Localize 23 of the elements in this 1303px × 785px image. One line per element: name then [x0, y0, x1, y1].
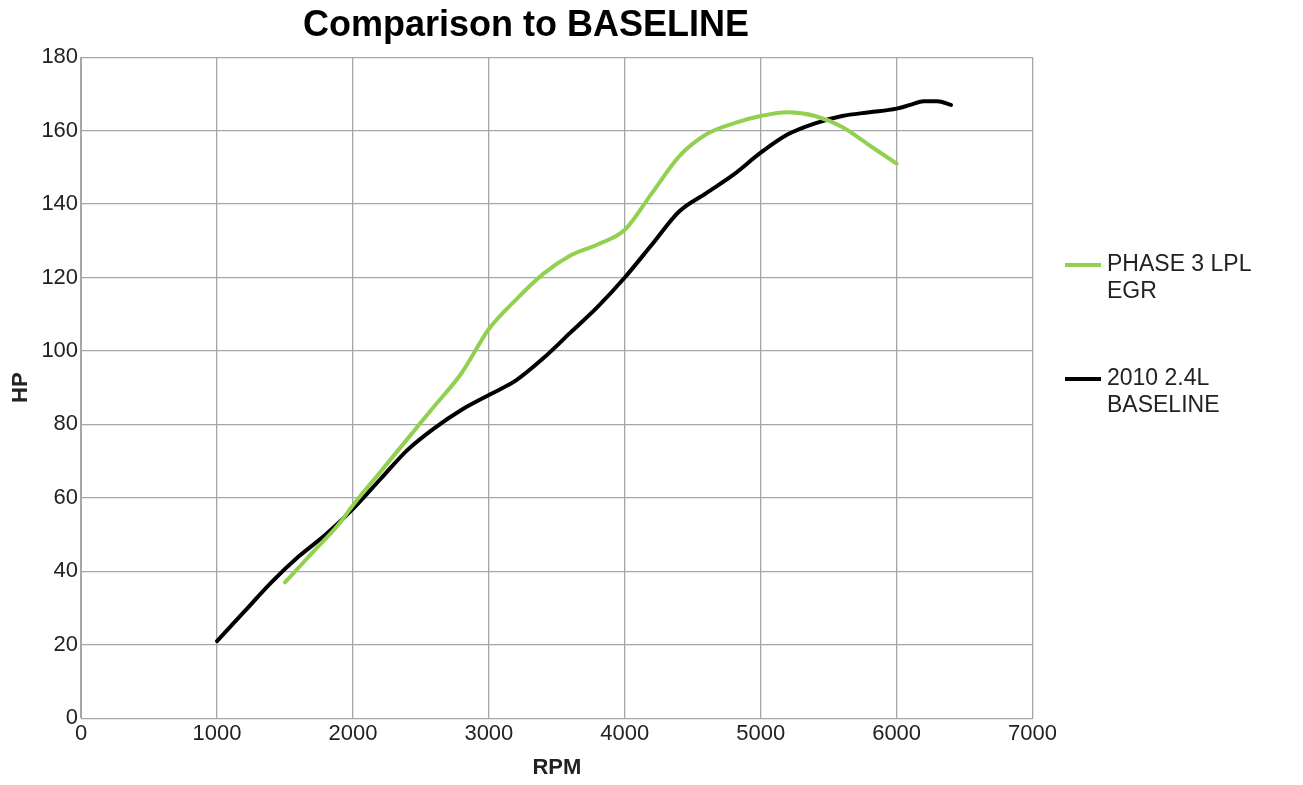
legend-label: PHASE 3 LPL EGR	[1107, 250, 1252, 304]
x-tick-label: 7000	[1008, 720, 1058, 746]
y-tick-label: 140	[41, 190, 79, 216]
x-tick-label: 6000	[872, 720, 922, 746]
chart-title: Comparison to BASELINE	[302, 2, 750, 44]
x-axis-title: RPM	[532, 753, 582, 779]
y-axis-title: HP	[7, 372, 33, 403]
legend-label: 2010 2.4L BASELINE	[1107, 364, 1221, 418]
y-tick-label: 160	[41, 116, 79, 142]
x-tick-label: 3000	[464, 720, 514, 746]
y-tick-label: 120	[41, 263, 79, 289]
y-tick-label: 180	[41, 43, 79, 69]
y-tick-label: 100	[41, 337, 79, 363]
x-tick-label: 5000	[736, 720, 786, 746]
x-tick-label: 2000	[328, 720, 378, 746]
y-tick-label: 80	[53, 410, 79, 436]
y-tick-label: 20	[53, 630, 79, 656]
y-tick-label: 40	[53, 557, 79, 583]
y-tick-label: 60	[53, 483, 79, 509]
x-tick-label: 1000	[192, 720, 242, 746]
line-series	[282, 110, 899, 585]
line-series	[215, 99, 953, 644]
x-tick-label: 4000	[600, 720, 650, 746]
